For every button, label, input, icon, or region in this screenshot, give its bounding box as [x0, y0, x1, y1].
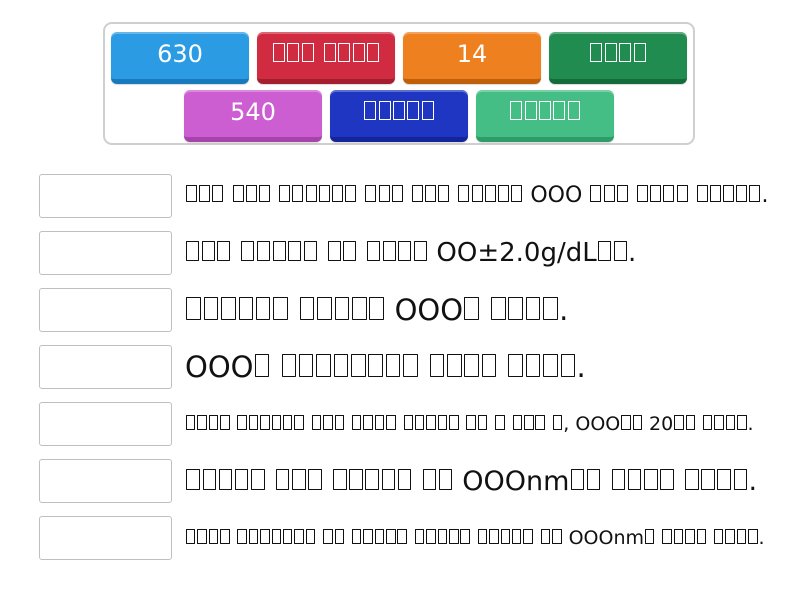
question-text-3: OOO .	[185, 295, 568, 325]
answer-tile-14[interactable]: 14	[403, 32, 541, 84]
question-row-3: OOO .	[39, 288, 779, 332]
answer-tile-6[interactable]	[330, 90, 468, 142]
answer-tile-2[interactable]	[257, 32, 395, 84]
answer-tile-label	[363, 100, 435, 124]
answer-tile-tray: 630 14 540	[103, 22, 695, 145]
answer-tile-label	[509, 100, 581, 124]
answer-tile-label: 14	[456, 39, 488, 68]
answer-drop-slot-7[interactable]	[39, 516, 172, 560]
question-row-5: , OOO 20 .	[39, 402, 779, 446]
question-text-1: OOO .	[185, 185, 769, 207]
question-text-4: OOO .	[185, 349, 586, 384]
answer-drop-slot-3[interactable]	[39, 288, 172, 332]
answer-drop-slot-6[interactable]	[39, 459, 172, 503]
answer-tile-7[interactable]	[476, 90, 614, 142]
answer-tile-label: 630	[157, 39, 203, 68]
question-text-5: , OOO 20 .	[185, 414, 754, 434]
question-row-6: OOOnm .	[39, 459, 779, 503]
question-text-7: OOOnm .	[185, 528, 765, 548]
tile-row-2: 540	[105, 90, 693, 142]
answer-tile-label	[272, 42, 380, 66]
answer-tile-540[interactable]: 540	[184, 90, 322, 142]
answer-drop-slot-4[interactable]	[39, 345, 172, 389]
question-row-4: OOO .	[39, 345, 779, 389]
answer-tile-label: 540	[230, 97, 276, 126]
tile-row-1: 630 14	[105, 32, 693, 84]
answer-tile-label	[589, 42, 647, 66]
answer-drop-slot-5[interactable]	[39, 402, 172, 446]
answer-tile-4[interactable]	[549, 32, 687, 84]
answer-drop-slot-1[interactable]	[39, 174, 172, 218]
answer-drop-slot-2[interactable]	[39, 231, 172, 275]
question-text-6: OOOnm .	[185, 468, 757, 495]
question-row-2: OO±2.0g/dL.	[39, 231, 779, 275]
question-row-1: OOO .	[39, 174, 779, 218]
question-row-7: OOOnm .	[39, 516, 779, 560]
question-text-2: OO±2.0g/dL.	[185, 240, 636, 266]
answer-tile-630[interactable]: 630	[111, 32, 249, 84]
question-list: OOO . OO±2.0g/dL. OOO . OOO . , OOO 20 .…	[39, 174, 779, 573]
